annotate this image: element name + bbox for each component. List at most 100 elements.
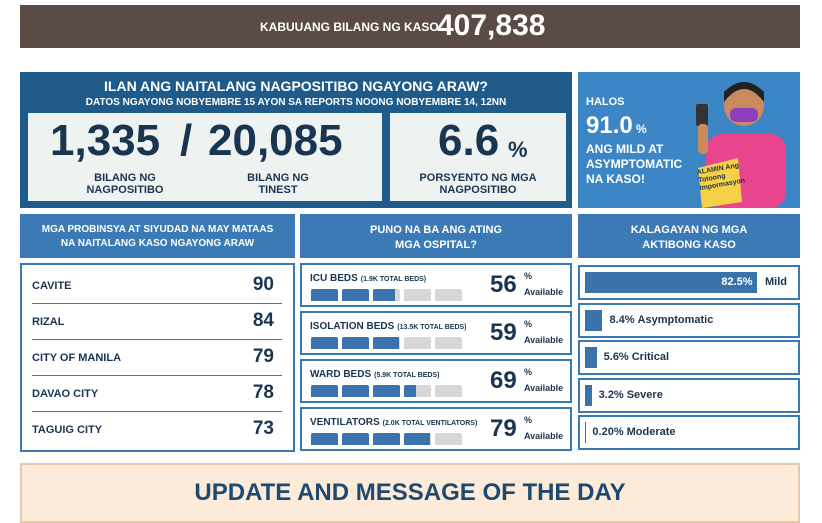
status-bar: [585, 310, 602, 331]
capacity-segment: [404, 337, 431, 349]
status-row: 8.4%Asymptomatic: [578, 303, 800, 338]
page: KABUUANG BILANG NG KASO 407,838 ILAN ANG…: [0, 0, 822, 512]
hospital-unit: %: [524, 367, 532, 377]
capacity-segment: [404, 385, 431, 397]
promo-unit: %: [636, 122, 647, 136]
footer-title: UPDATE AND MESSAGE OF THE DAY: [22, 479, 798, 507]
promo-panel: ALAMIN Ang Totoong Impormasyon HALOS 91.…: [578, 72, 800, 208]
hospital-title: WARD BEDS(5.9K TOTAL BEDS): [310, 364, 439, 382]
province-cases: 73: [222, 418, 274, 440]
hospital-title: ICU BEDS(1.9K TOTAL BEDS): [310, 268, 426, 286]
province-cases: 79: [222, 346, 274, 368]
capacity-segment: [373, 337, 400, 349]
capacity-fill: [311, 433, 338, 445]
hospital-card: VENTILATORS(2.0K TOTAL VENTILATORS) 79% Av…: [300, 407, 572, 451]
status-name: Mild: [765, 276, 787, 288]
province-name: CAVITE: [32, 280, 72, 292]
capacity-segment: [435, 433, 462, 445]
province-cases: 90: [222, 274, 274, 296]
capacity-segment: [342, 337, 369, 349]
hospital-name: ICU BEDS: [310, 273, 358, 284]
separator: /: [180, 116, 192, 166]
rate-label: PORSYENTO NG MGA NAGPOSITIBO: [408, 172, 548, 196]
capacity-segment: [373, 289, 400, 301]
hospital-title: VENTILATORS(2.0K TOTAL VENTILATORS): [310, 412, 477, 430]
capacity-fill: [311, 337, 338, 349]
capacity-fill: [373, 433, 400, 445]
province-cases: 78: [222, 382, 274, 404]
footer-box: UPDATE AND MESSAGE OF THE DAY: [20, 463, 800, 523]
status-name: Severe: [627, 389, 663, 401]
row-divider: [32, 411, 282, 412]
province-cases: 84: [222, 310, 274, 332]
hospital-value: 79: [490, 415, 517, 443]
hospital-available: Available: [524, 431, 563, 441]
status-row: 3.2%Severe: [578, 378, 800, 413]
hospitals-header: PUNO NA BA ANG ATING MGA OSPITAL?: [300, 214, 572, 258]
capacity-segment: [435, 289, 462, 301]
hospital-total: (1.9K TOTAL BEDS): [361, 276, 426, 283]
status-row: 5.6%Critical: [578, 340, 800, 375]
hospital-total: (5.9K TOTAL BEDS): [374, 372, 439, 379]
row-divider: [32, 375, 282, 376]
capacity-fill: [311, 385, 338, 397]
total-bar: KABUUANG BILANG NG KASO 407,838: [20, 5, 800, 48]
province-name: CITY OF MANILA: [32, 352, 121, 364]
hospital-name: VENTILATORS: [310, 417, 380, 428]
today-panel: ILAN ANG NAITALANG NAGPOSITIBO NGAYONG A…: [20, 72, 572, 208]
capacity-fill: [404, 433, 430, 445]
hospital-available: Available: [524, 383, 563, 393]
hospital-value: 69: [490, 367, 517, 395]
capacity-fill: [342, 337, 369, 349]
status-name: Asymptomatic: [638, 314, 714, 326]
hospital-title: ISOLATION BEDS(13.5K TOTAL BEDS): [310, 316, 467, 334]
capacity-segment: [311, 433, 338, 445]
status-text: 5.6%Critical: [604, 351, 669, 363]
hospital-value: 59: [490, 319, 517, 347]
tested-label: BILANG NG TINEST: [238, 172, 318, 196]
capacity-fill: [342, 289, 369, 301]
row-divider: [32, 339, 282, 340]
today-title: ILAN ANG NAITALANG NAGPOSITIBO NGAYONG A…: [20, 78, 572, 94]
capacity-fill: [342, 433, 369, 445]
capacity-fill: [311, 289, 338, 301]
total-value: 407,838: [437, 9, 545, 43]
tested-value: 20,085: [208, 116, 343, 166]
row-divider: [32, 303, 282, 304]
province-name: RIZAL: [32, 316, 64, 328]
positive-value: 1,335: [50, 116, 160, 166]
capacity-segment: [311, 385, 338, 397]
capacity-fill: [404, 385, 416, 397]
capacity-fill: [342, 385, 369, 397]
hospital-total: (13.5K TOTAL BEDS): [397, 324, 466, 331]
capacity-segment: [404, 289, 431, 301]
provinces-header: MGA PROBINSYA AT SIYUDAD NA MAY MATAAS N…: [20, 214, 295, 258]
status-text: 0.20%Moderate: [592, 426, 675, 438]
count-box: 1,335 / 20,085 BILANG NG NAGPOSITIBO BIL…: [28, 113, 382, 201]
status-label: 3.2%: [599, 389, 624, 401]
hospital-card: ICU BEDS(1.9K TOTAL BEDS) 56% Available: [300, 263, 572, 307]
hospital-unit: %: [524, 271, 532, 281]
hospital-available: Available: [524, 335, 563, 345]
status-bar: [585, 347, 597, 368]
rate-unit: %: [508, 137, 528, 163]
promo-value: 91.0: [586, 112, 633, 140]
province-name: DAVAO CITY: [32, 388, 98, 400]
hospital-name: ISOLATION BEDS: [310, 321, 394, 332]
capacity-segment: [311, 289, 338, 301]
province-name: TAGUIG CITY: [32, 424, 102, 436]
status-row: 0.20%Moderate: [578, 415, 800, 450]
capacity-segment: [342, 433, 369, 445]
hospitals-list: ICU BEDS(1.9K TOTAL BEDS) 56% Available ISO…: [300, 263, 572, 453]
hospital-available: Available: [524, 287, 563, 297]
hospital-value: 56: [490, 271, 517, 299]
status-header: KALAGAYAN NG MGA AKTIBONG KASO: [578, 214, 800, 258]
capacity-segment: [342, 289, 369, 301]
capacity-fill: [373, 337, 399, 349]
today-subtitle: DATOS NGAYONG NOBYEMBRE 15 AYON SA REPOR…: [20, 97, 572, 108]
capacity-segment: [342, 385, 369, 397]
status-label: 5.6%: [604, 351, 629, 363]
hospital-unit: %: [524, 415, 532, 425]
rate-value: 6.6: [438, 116, 499, 166]
status-text: 8.4%Asymptomatic: [609, 314, 713, 326]
